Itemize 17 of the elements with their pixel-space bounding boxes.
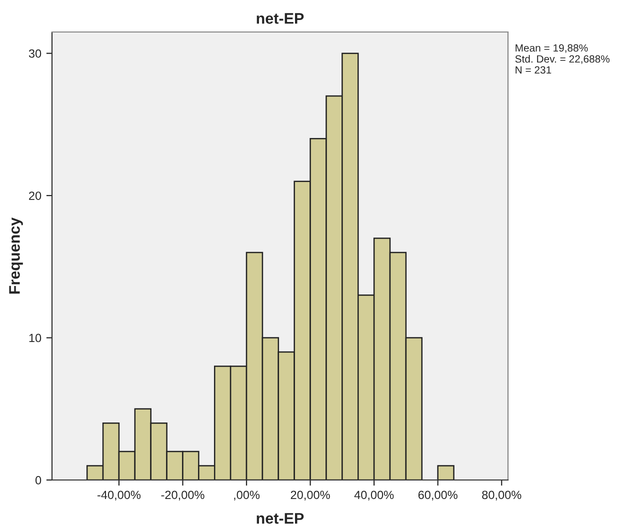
- y-tick-label: 10: [29, 334, 42, 342]
- text: N = 231: [516, 66, 552, 74]
- y-tick-label: 20: [29, 192, 42, 200]
- text: Mean = 19,88%: [516, 44, 588, 53]
- x-tick-label: -20,00%: [161, 490, 204, 500]
- x-axis-title: net-EP: [256, 513, 304, 524]
- text: Std. Dev. = 22,688%: [515, 55, 610, 64]
- x-tick-label: 20,00%: [290, 490, 330, 500]
- y-tick-label: 0: [35, 476, 42, 484]
- x-tick-label: ,00%: [234, 490, 260, 500]
- x-tick-label: 80,00%: [482, 490, 522, 500]
- x-tick-label: 60,00%: [418, 490, 458, 500]
- chart-title: net-EP: [256, 13, 304, 24]
- y-axis-title: Frequency: [9, 217, 23, 294]
- x-tick-label: -40,00%: [98, 490, 141, 500]
- y-tick-label: 30: [28, 49, 42, 58]
- x-tick-label: 40,00%: [354, 490, 394, 500]
